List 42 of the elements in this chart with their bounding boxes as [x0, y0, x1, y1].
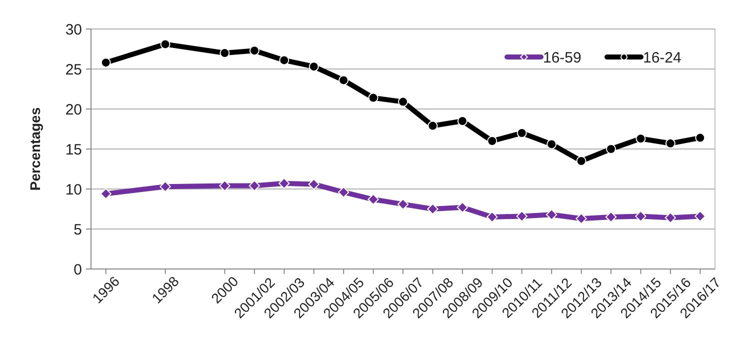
point	[160, 39, 170, 50]
point	[248, 180, 260, 192]
point	[338, 75, 349, 86]
y-tick-label: 10	[65, 181, 82, 198]
point	[665, 138, 676, 148]
point	[278, 178, 290, 189]
point	[100, 58, 111, 68]
point	[635, 210, 646, 222]
point	[308, 178, 320, 190]
point	[308, 62, 319, 72]
point	[546, 139, 557, 150]
point	[160, 181, 171, 192]
y-tick-label: 30	[65, 21, 82, 38]
point	[576, 156, 586, 166]
point	[368, 194, 379, 205]
y-tick-label: 20	[65, 101, 82, 118]
point	[487, 136, 498, 146]
y-tick-label: 25	[65, 61, 82, 78]
y-tick-label: 15	[65, 141, 82, 158]
point	[398, 96, 408, 107]
point	[397, 198, 409, 210]
y-tick-label: 0	[74, 261, 82, 278]
point	[516, 210, 528, 222]
point	[516, 128, 527, 138]
point	[279, 55, 290, 66]
point	[428, 120, 438, 131]
y-tick-label: 5	[74, 221, 82, 238]
point	[368, 92, 378, 103]
point	[338, 186, 350, 198]
point	[664, 212, 676, 224]
point	[606, 144, 616, 154]
point	[636, 134, 646, 144]
point	[249, 46, 260, 56]
point	[457, 116, 468, 126]
point	[219, 180, 230, 192]
point	[694, 210, 706, 222]
point	[695, 132, 706, 143]
point	[546, 209, 558, 220]
y-axis-title: Percentages	[27, 107, 43, 191]
point	[220, 48, 230, 58]
legend-label: 16-59	[543, 49, 582, 66]
legend-label: 16-24	[643, 49, 682, 66]
